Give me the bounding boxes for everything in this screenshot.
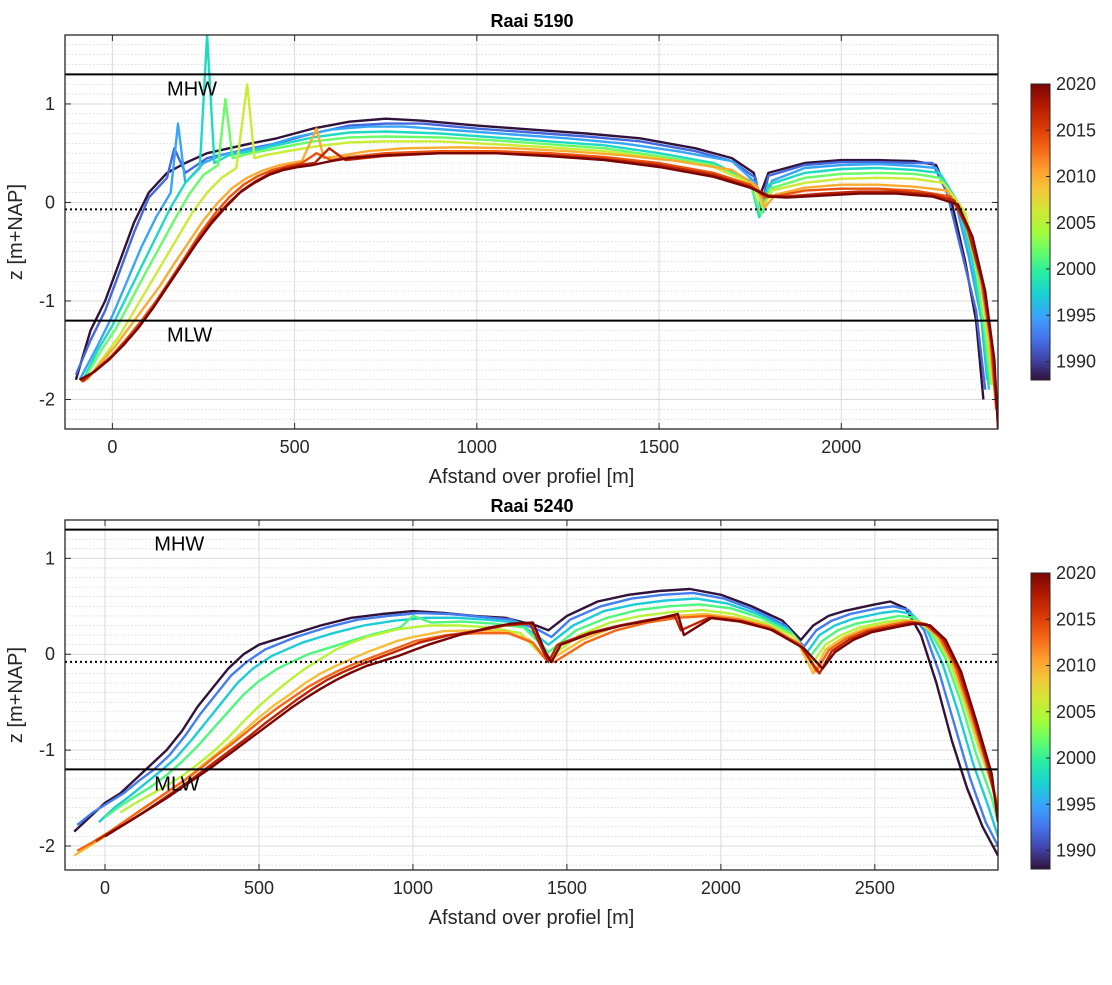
- ref-label-mhw: MHW: [154, 534, 204, 556]
- series-line-1988: [74, 117, 985, 400]
- colorbar-tick-label: 2010: [1056, 656, 1096, 676]
- x-tick-label: 2500: [855, 878, 895, 898]
- colorbar-tick-label: 2010: [1056, 167, 1096, 187]
- y-tick-label: -1: [39, 291, 55, 311]
- series-line-2002: [85, 97, 992, 385]
- colorbar: 1990 1995 2000 2005 2010 2015 2020: [1030, 563, 1096, 870]
- y-tick-label: 0: [45, 644, 55, 664]
- ref-label-mlw: MLW: [167, 325, 212, 347]
- y-tick-label: -2: [39, 389, 55, 409]
- panel-raai-5190: Raai 5190 MHW MLW 0 500 1000 1500 2000 -2 -1 0 1 A…: [5, 11, 1096, 488]
- x-tick-label: 2000: [821, 437, 861, 457]
- reference-lines: MHW MLW: [65, 528, 998, 795]
- x-tick-label: 500: [244, 878, 274, 898]
- series-line-2017: [95, 614, 998, 843]
- x-tick-label: 1000: [393, 878, 433, 898]
- colorbar: 1990 1995 2000 2005 2010 2015 2020: [1030, 74, 1096, 381]
- tick-labels: 0 500 1000 1500 2000 2500 -2 -1 0 1: [39, 520, 998, 898]
- tick-labels: 0 500 1000 1500 2000 -2 -1 0 1: [39, 35, 998, 457]
- x-tick-label: 1000: [457, 437, 497, 457]
- colorbar-tick-label: 2000: [1056, 748, 1096, 768]
- y-tick-label: 1: [45, 94, 55, 114]
- axes-frame: [64, 34, 999, 430]
- x-tick-label: 1500: [547, 878, 587, 898]
- y-tick-label: -2: [39, 836, 55, 856]
- colorbar-tick-label: 2000: [1056, 259, 1096, 279]
- y-axis-label: z [m+NAP]: [5, 647, 27, 743]
- colorbar-gradient: [1030, 83, 1051, 381]
- colorbar-tick-label: 2015: [1056, 120, 1096, 140]
- colorbar-tick-label: 1990: [1056, 841, 1096, 861]
- ref-label-mlw: MLW: [154, 773, 199, 795]
- series-line-2006: [89, 83, 994, 385]
- series-line-2010: [85, 127, 996, 390]
- x-tick-label: 1500: [639, 437, 679, 457]
- series-line-1997: [98, 597, 998, 837]
- series-line-2020: [79, 152, 998, 429]
- series-line-1988: [73, 587, 998, 857]
- reference-lines: MHW MLW: [65, 73, 998, 347]
- x-axis-label: Afstand over profiel [m]: [429, 466, 635, 488]
- colorbar-tick-label: 2015: [1056, 609, 1096, 629]
- colorbar-tick-label: 2020: [1056, 74, 1096, 94]
- colorbar-gradient: [1030, 572, 1051, 870]
- y-tick-label: 1: [45, 548, 55, 568]
- series-line-2020: [104, 612, 998, 838]
- axes-frame: [64, 519, 999, 871]
- series-group: [74, 35, 998, 429]
- colorbar-tick-label: 1995: [1056, 794, 1096, 814]
- y-tick-label: 0: [45, 192, 55, 212]
- y-tick-label: -1: [39, 740, 55, 760]
- x-axis-label: Afstand over profiel [m]: [429, 907, 635, 929]
- x-tick-label: 0: [100, 878, 110, 898]
- x-tick-label: 0: [107, 437, 117, 457]
- colorbar-tick-label: 2005: [1056, 702, 1096, 722]
- y-axis-label: z [m+NAP]: [5, 184, 27, 280]
- series-line-1995: [78, 122, 989, 381]
- panel-raai-5240: Raai 5240 MHW MLW 0 500 1000 1500 2000 2500 -2 -1…: [5, 496, 1096, 929]
- series-line-1993: [76, 591, 998, 847]
- series-line-1992: [74, 122, 987, 390]
- series-line-1998: [82, 35, 991, 390]
- x-tick-label: 500: [280, 437, 310, 457]
- chart-title: Raai 5190: [490, 11, 573, 31]
- colorbar-tick-label: 1990: [1056, 352, 1096, 372]
- series-lines: [74, 35, 998, 429]
- colorbar-tick-label: 2005: [1056, 213, 1096, 233]
- chart-title: Raai 5240: [490, 496, 573, 516]
- colorbar-tick-label: 2020: [1056, 563, 1096, 583]
- ref-label-mhw: MHW: [167, 78, 217, 100]
- colorbar-tick-label: 1995: [1056, 305, 1096, 325]
- x-tick-label: 2000: [701, 878, 741, 898]
